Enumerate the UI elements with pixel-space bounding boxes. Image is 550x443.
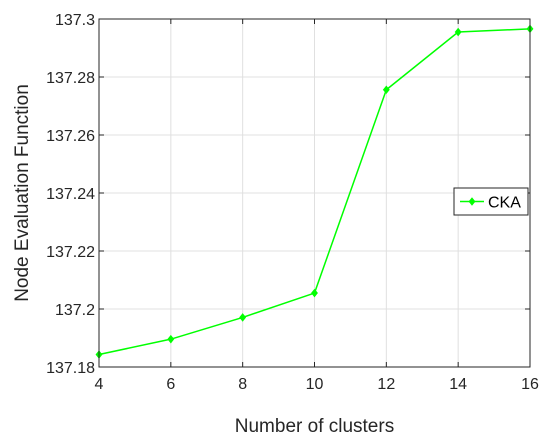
y-tick-label: 137.3 — [55, 12, 95, 29]
data-point — [311, 288, 318, 298]
x-tick-label: 14 — [449, 376, 467, 393]
y-tick-label: 137.2 — [55, 302, 95, 319]
data-point — [239, 313, 247, 322]
y-axis-title: Node Evaluation Function — [12, 84, 33, 302]
x-tick-label: 8 — [238, 376, 247, 393]
x-axis-title: Number of clusters — [235, 416, 394, 437]
y-tick-label: 137.18 — [46, 360, 95, 377]
x-tick-label: 10 — [306, 376, 324, 393]
x-tick-label: 6 — [166, 376, 175, 393]
data-point — [382, 85, 390, 95]
legend: CKA — [453, 187, 529, 216]
legend-label-cka: CKA — [488, 195, 521, 212]
data-point — [167, 334, 175, 344]
series-layer — [95, 24, 534, 359]
x-axis-ticks: 4 6 8 10 12 14 16 — [95, 19, 539, 393]
y-tick-label: 137.28 — [46, 70, 95, 87]
y-tick-label: 137.26 — [46, 128, 95, 145]
x-tick-label: 12 — [377, 376, 395, 393]
y-tick-label: 137.24 — [46, 186, 95, 203]
x-tick-label: 16 — [521, 376, 539, 393]
data-point — [454, 27, 462, 37]
x-tick-label: 4 — [95, 376, 104, 393]
legend-swatch-marker — [468, 197, 476, 206]
y-tick-label: 137.22 — [46, 244, 95, 261]
y-axis-ticks: 137.18 137.2 137.22 137.24 137.26 137.28 137.3 — [46, 12, 530, 377]
